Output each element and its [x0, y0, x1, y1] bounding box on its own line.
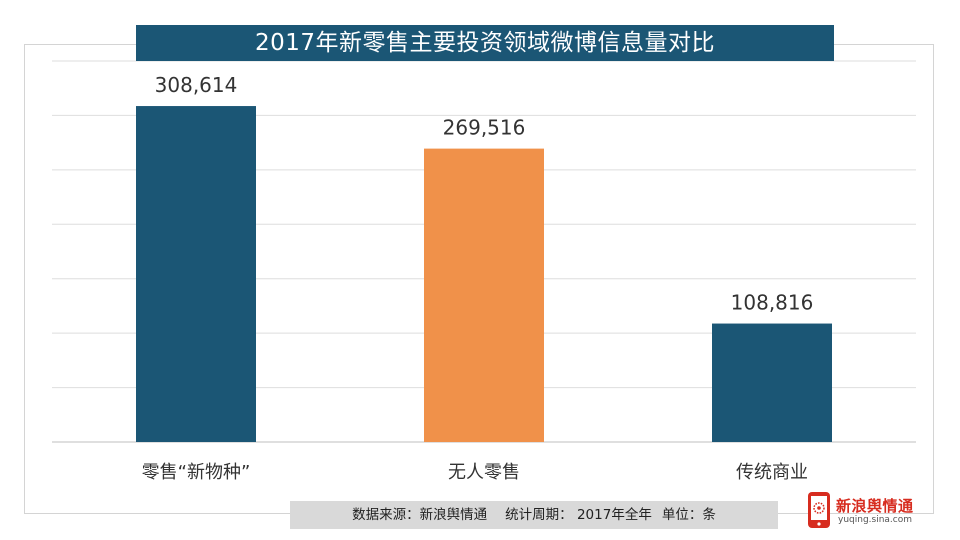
phone-logo-icon: [808, 492, 830, 528]
data-label: 308,614: [155, 73, 238, 97]
bar: [424, 148, 544, 442]
chart-title: 2017年新零售主要投资领域微博信息量对比: [136, 25, 834, 61]
category-label: 无人零售: [448, 462, 520, 483]
category-label: 传统商业: [736, 462, 808, 483]
logo-url: yuqing.sina.com: [838, 515, 913, 525]
data-label: 269,516: [443, 116, 526, 140]
logo-name: 新浪舆情通: [836, 497, 914, 515]
footer-bar: 数据来源：新浪舆情通 统计周期： 2017年全年 单位：条: [290, 501, 778, 529]
footer-source: 数据来源：新浪舆情通: [352, 507, 488, 523]
footer-unit: 单位：条: [661, 507, 716, 523]
data-label: 108,816: [731, 291, 814, 315]
bar: [712, 323, 832, 442]
category-label: 零售“新物种”: [142, 462, 251, 483]
brand-logo: 新浪舆情通 yuqing.sina.com: [806, 491, 936, 531]
footer-period: 统计周期： 2017年全年: [505, 507, 652, 523]
bar: [136, 106, 256, 442]
